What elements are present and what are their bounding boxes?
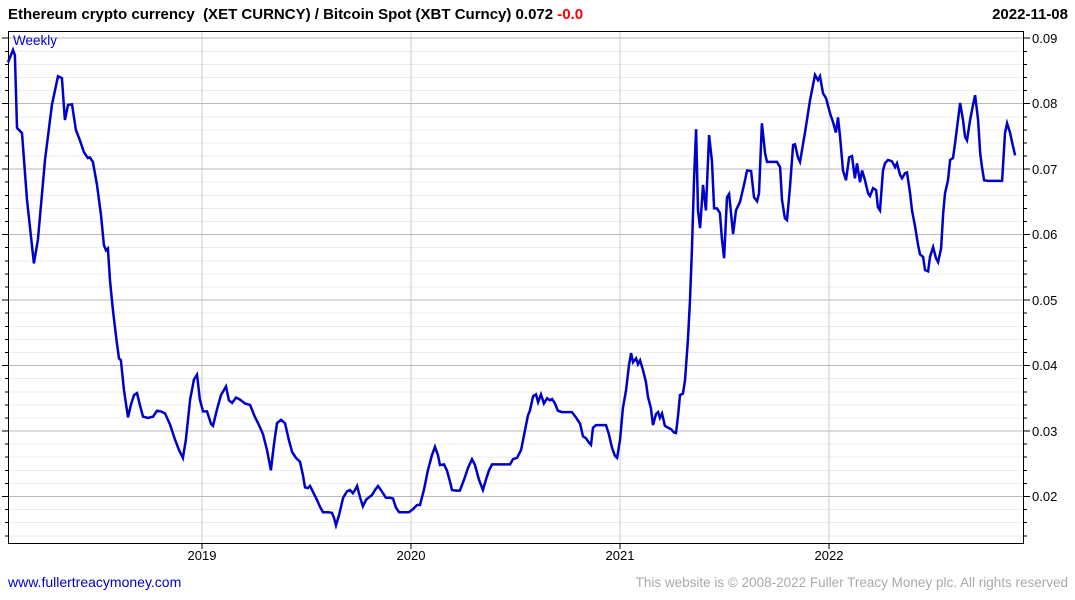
y-axis-label: 0.05 xyxy=(1032,292,1058,308)
y-axis-label: 0.08 xyxy=(1032,96,1058,112)
y-axis-label: 0.03 xyxy=(1032,423,1058,439)
x-axis-label: 2021 xyxy=(605,548,635,563)
y-axis-label: 0.02 xyxy=(1032,489,1058,504)
y-axis-label: 0.06 xyxy=(1032,227,1058,243)
chart-title-text: Ethereum crypto currency (XET CURNCY) / … xyxy=(8,6,554,23)
chart-change-value: -0.0 xyxy=(557,6,584,23)
x-axis-label: 2019 xyxy=(187,548,217,563)
copyright-text: This website is © 2008-2022 Fuller Treac… xyxy=(635,575,1068,590)
y-axis-label: 0.04 xyxy=(1032,358,1058,374)
y-axis-label: 0.07 xyxy=(1032,161,1058,177)
price-line xyxy=(6,46,1017,530)
chart-date: 2022-11-08 xyxy=(992,6,1068,23)
frequency-label: Weekly xyxy=(13,33,58,48)
x-axis-label: 2020 xyxy=(396,548,426,563)
chart-title: Ethereum crypto currency (XET CURNCY) / … xyxy=(8,6,583,23)
x-axis-label: 2022 xyxy=(814,548,844,563)
website-link[interactable]: www.fullertreacymoney.com xyxy=(8,574,182,590)
y-axis-label: 0.09 xyxy=(1032,30,1058,46)
